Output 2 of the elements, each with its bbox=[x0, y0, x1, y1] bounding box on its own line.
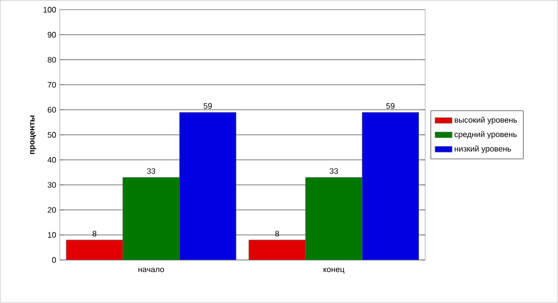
bar bbox=[66, 240, 124, 260]
bar bbox=[248, 240, 306, 260]
